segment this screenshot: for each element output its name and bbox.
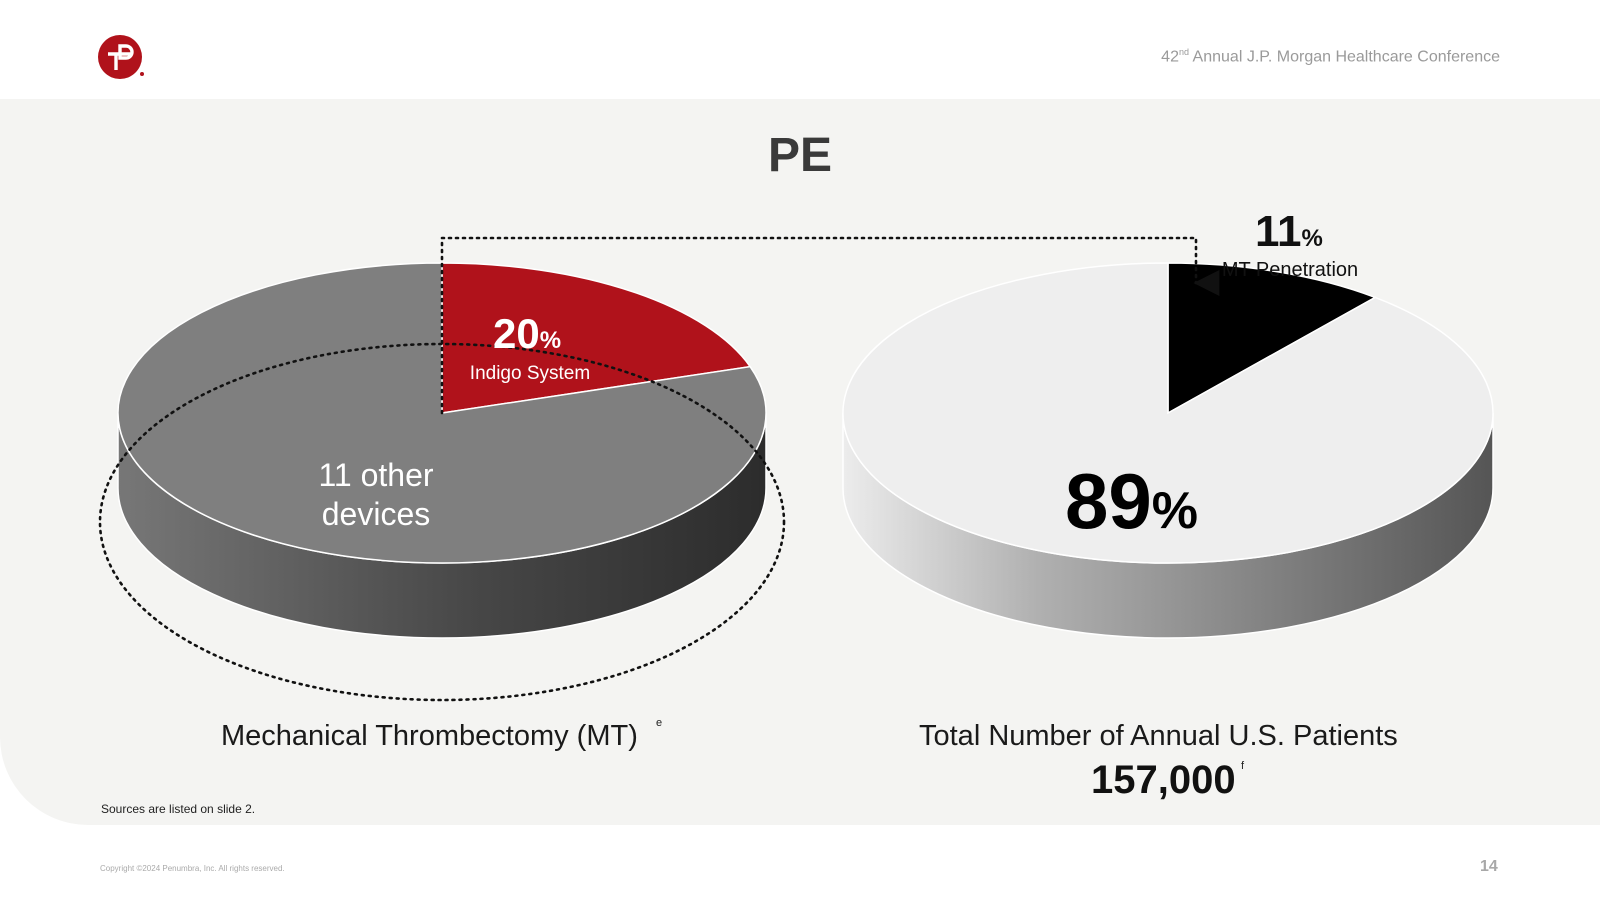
other-devices-label: 11 other devices	[318, 457, 433, 532]
patients-total-footnote: f	[1241, 760, 1245, 772]
mt-caption-footnote: e	[656, 717, 663, 729]
mt-penetration-value-label: 11%	[1255, 207, 1323, 256]
patients-caption: Total Number of Annual U.S. Patients	[919, 720, 1398, 752]
sources-note: Sources are listed on slide 2.	[101, 802, 256, 816]
mt-penetration-label: MT Penetration	[1222, 259, 1358, 281]
indigo-label: Indigo System	[470, 363, 590, 384]
mt-penetration-slice	[1167, 262, 1377, 415]
remaining-value-label: 89%	[1065, 457, 1198, 545]
connector-dotted-line	[440, 236, 1220, 415]
indigo-value-label: 20%	[493, 310, 561, 357]
copyright-text: Copyright ©2024 Penumbra, Inc. All right…	[100, 864, 285, 873]
patients-pie	[842, 262, 1494, 639]
slide-title: PE	[767, 129, 833, 182]
remaining-patients-slice	[842, 262, 1494, 564]
indigo-system-slice	[441, 262, 752, 414]
conference-title: 42nd Annual J.P. Morgan Healthcare Confe…	[1161, 47, 1500, 66]
page-number: 14	[1480, 858, 1498, 875]
mt-caption: Mechanical Thrombectomy (MT)	[221, 720, 638, 752]
patients-total: 157,000	[1091, 758, 1236, 802]
top-bar: 42nd Annual J.P. Morgan Healthcare Confe…	[0, 0, 1600, 99]
penumbra-logo-icon	[98, 35, 144, 79]
